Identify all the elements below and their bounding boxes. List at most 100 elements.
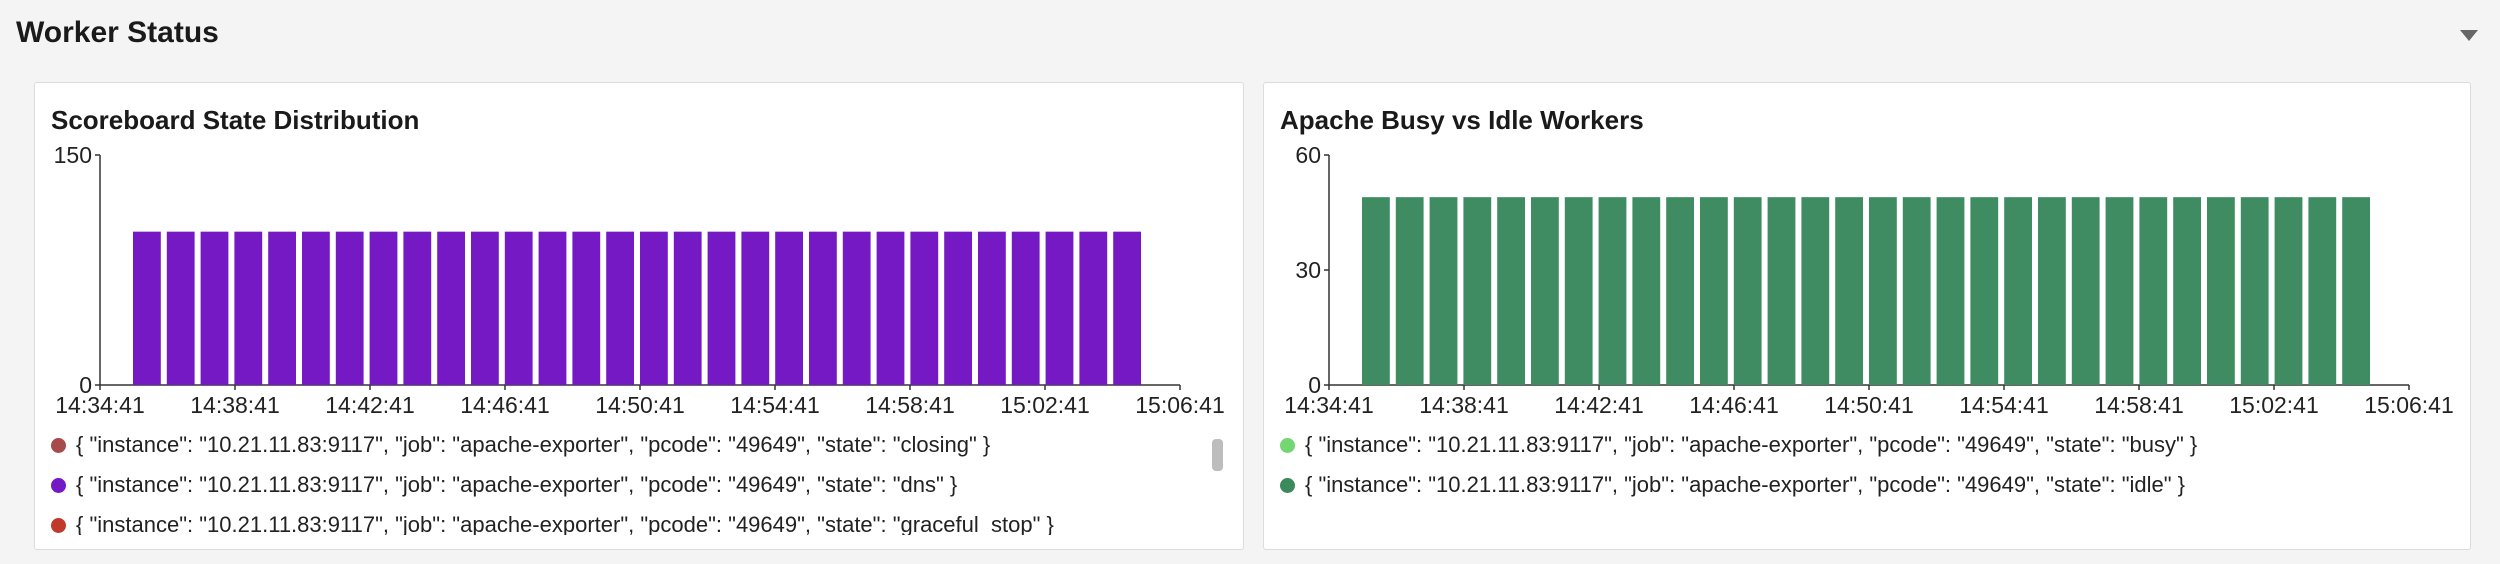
bar bbox=[1767, 197, 1796, 385]
chevron-down-icon[interactable] bbox=[2460, 30, 2478, 41]
bar bbox=[1733, 197, 1762, 385]
bar bbox=[2105, 197, 2134, 385]
legend-dot-icon bbox=[1280, 477, 1295, 493]
legend: { "instance": "10.21.11.83:9117", "job":… bbox=[51, 425, 1223, 535]
bar bbox=[876, 231, 905, 385]
bar bbox=[1395, 197, 1424, 385]
legend-label: { "instance": "10.21.11.83:9117", "job":… bbox=[1305, 432, 2198, 457]
x-tick-label: 14:38:41 bbox=[1419, 392, 1509, 418]
bar bbox=[1113, 231, 1141, 385]
bar bbox=[775, 231, 803, 385]
legend-label: { "instance": "10.21.11.83:9117", "job":… bbox=[76, 512, 1054, 535]
legend: { "instance": "10.21.11.83:9117", "job":… bbox=[1280, 425, 2450, 535]
y-tick-label: 150 bbox=[54, 142, 92, 168]
bar bbox=[302, 231, 330, 385]
legend-scrollbar[interactable] bbox=[1212, 439, 1223, 471]
bar bbox=[335, 231, 364, 385]
bar bbox=[572, 231, 601, 385]
bar bbox=[1869, 197, 1897, 385]
bar bbox=[2004, 197, 2032, 385]
x-tick-label: 15:02:41 bbox=[2229, 392, 2319, 418]
bar bbox=[268, 231, 296, 385]
panel-title[interactable]: Scoreboard State Distribution bbox=[51, 105, 420, 135]
bar bbox=[1564, 197, 1593, 385]
bar bbox=[1801, 197, 1830, 385]
legend-item[interactable]: { "instance": "10.21.11.83:9117", "job":… bbox=[1280, 465, 2450, 505]
bar bbox=[1835, 197, 1863, 385]
bar bbox=[166, 231, 195, 385]
x-tick-label: 14:38:41 bbox=[190, 392, 280, 418]
legend-dot-icon bbox=[51, 517, 66, 533]
bar bbox=[809, 231, 837, 385]
x-tick-label: 14:46:41 bbox=[460, 392, 550, 418]
legend-label: { "instance": "10.21.11.83:9117", "job":… bbox=[76, 472, 958, 497]
bar bbox=[707, 231, 736, 385]
row-title: Worker Status bbox=[16, 16, 219, 49]
panel-busy-idle: Apache Busy vs Idle Workers 0 30 60 14:34:4… bbox=[1263, 82, 2471, 550]
bar bbox=[133, 231, 161, 385]
bar bbox=[471, 231, 499, 385]
x-tick-label: 14:42:41 bbox=[1554, 392, 1644, 418]
bar bbox=[910, 231, 939, 385]
bar bbox=[1598, 197, 1627, 385]
legend-label: { "instance": "10.21.11.83:9117", "job":… bbox=[76, 432, 991, 457]
bar bbox=[2173, 197, 2201, 385]
x-tick-label: 14:54:41 bbox=[1959, 392, 2049, 418]
bar bbox=[1700, 197, 1728, 385]
bar bbox=[2240, 197, 2269, 385]
legend-item[interactable]: { "instance": "10.21.11.83:9117", "job":… bbox=[51, 505, 1223, 535]
row-header[interactable]: Worker Status bbox=[0, 0, 2500, 72]
bar bbox=[944, 231, 972, 385]
scoreboard-chart: 0 150 14:34:41 14:38:41 14:42:41 14:46:41 14:5… bbox=[54, 142, 1225, 418]
bar bbox=[403, 231, 432, 385]
bar bbox=[2207, 197, 2235, 385]
panel-scoreboard: Scoreboard State Distribution 0 150 14:34:… bbox=[34, 82, 1244, 550]
bar bbox=[1632, 197, 1661, 385]
bar bbox=[1497, 197, 1525, 385]
bar bbox=[673, 231, 702, 385]
bar bbox=[437, 231, 465, 385]
bar bbox=[538, 231, 567, 385]
bar bbox=[1902, 197, 1931, 385]
bar bbox=[1362, 197, 1390, 385]
x-tick-label: 14:42:41 bbox=[325, 392, 415, 418]
legend-item[interactable]: { "instance": "10.21.11.83:9117", "job":… bbox=[1280, 425, 2450, 465]
legend-dot-icon bbox=[1280, 437, 1295, 453]
y-tick-label: 30 bbox=[1295, 257, 1321, 283]
bar bbox=[978, 231, 1006, 385]
x-tick-label: 14:46:41 bbox=[1689, 392, 1779, 418]
bar bbox=[1011, 231, 1040, 385]
x-tick-label: 15:02:41 bbox=[1000, 392, 1090, 418]
bar bbox=[2038, 197, 2066, 385]
bar bbox=[200, 231, 229, 385]
x-tick-label: 14:50:41 bbox=[1824, 392, 1914, 418]
bar bbox=[1463, 197, 1492, 385]
bar bbox=[234, 231, 263, 385]
x-tick-label: 14:58:41 bbox=[2094, 392, 2184, 418]
bar bbox=[1666, 197, 1694, 385]
bar bbox=[2308, 197, 2337, 385]
x-tick-label: 14:34:41 bbox=[1284, 392, 1374, 418]
x-tick-label: 14:58:41 bbox=[865, 392, 955, 418]
x-tick-label: 15:06:41 bbox=[1135, 392, 1225, 418]
bar bbox=[640, 231, 668, 385]
bar bbox=[2342, 197, 2370, 385]
y-tick-label: 0 bbox=[1308, 372, 1321, 398]
legend-dot-icon bbox=[51, 437, 66, 453]
x-tick-label: 14:54:41 bbox=[730, 392, 820, 418]
bar bbox=[2139, 197, 2168, 385]
legend-item[interactable]: { "instance": "10.21.11.83:9117", "job":… bbox=[51, 465, 1223, 505]
busy-idle-chart: 0 30 60 14:34:41 14:38:41 14:42:41 14:46:41 14:… bbox=[1284, 142, 2454, 418]
legend-item[interactable]: { "instance": "10.21.11.83:9117", "job":… bbox=[51, 425, 1223, 465]
y-tick-label: 0 bbox=[79, 372, 92, 398]
panel-title[interactable]: Apache Busy vs Idle Workers bbox=[1280, 105, 1644, 135]
bar bbox=[842, 231, 871, 385]
legend-label: { "instance": "10.21.11.83:9117", "job":… bbox=[1305, 472, 2186, 497]
bar bbox=[504, 231, 533, 385]
legend-dot-icon bbox=[51, 477, 66, 493]
bar bbox=[1079, 231, 1108, 385]
bar bbox=[1531, 197, 1559, 385]
bar bbox=[2274, 197, 2303, 385]
bar bbox=[741, 231, 770, 385]
bar bbox=[369, 231, 398, 385]
